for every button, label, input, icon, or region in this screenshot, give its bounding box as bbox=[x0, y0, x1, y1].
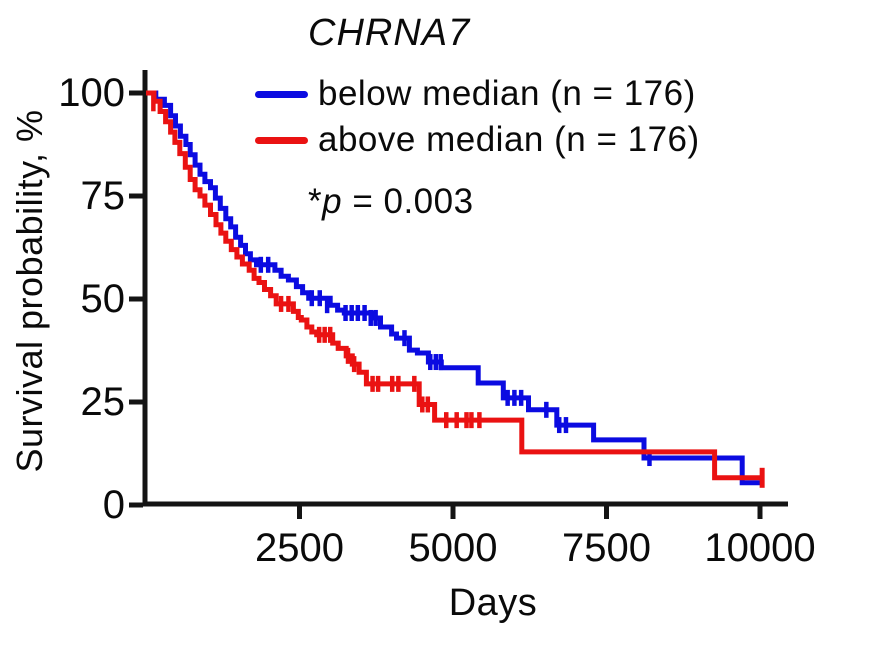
y-tick-label: 50 bbox=[80, 277, 126, 321]
x-tick-label: 5000 bbox=[408, 526, 498, 570]
km-curve-below-median bbox=[146, 90, 760, 486]
legend-swatch-red-line bbox=[255, 136, 308, 144]
x-axis-label: Days bbox=[448, 582, 538, 624]
pvalue-symbol: p bbox=[322, 182, 343, 221]
x-tick-label: 10000 bbox=[704, 526, 816, 570]
pvalue-annotation: *p = 0.003 bbox=[308, 182, 474, 222]
y-tick-label: 0 bbox=[102, 483, 125, 527]
pvalue-rest: = 0.003 bbox=[342, 182, 474, 221]
chart-title: CHRNA7 bbox=[308, 12, 471, 54]
pvalue-star: * bbox=[308, 182, 323, 221]
y-tick-label: 100 bbox=[58, 71, 125, 115]
legend-item-below-median: below median (n = 176) bbox=[255, 74, 696, 114]
legend-label-below-median: below median (n = 176) bbox=[318, 74, 696, 113]
y-tick-label: 25 bbox=[80, 380, 126, 424]
legend-label-above-median: above median (n = 176) bbox=[318, 120, 700, 159]
x-tick-label: 7500 bbox=[562, 526, 651, 570]
legend-item-above-median: above median (n = 176) bbox=[255, 120, 700, 160]
x-tick-label: 2500 bbox=[255, 526, 344, 570]
y-tick-label: 75 bbox=[80, 174, 126, 218]
legend-swatch-blue-line bbox=[255, 90, 308, 98]
